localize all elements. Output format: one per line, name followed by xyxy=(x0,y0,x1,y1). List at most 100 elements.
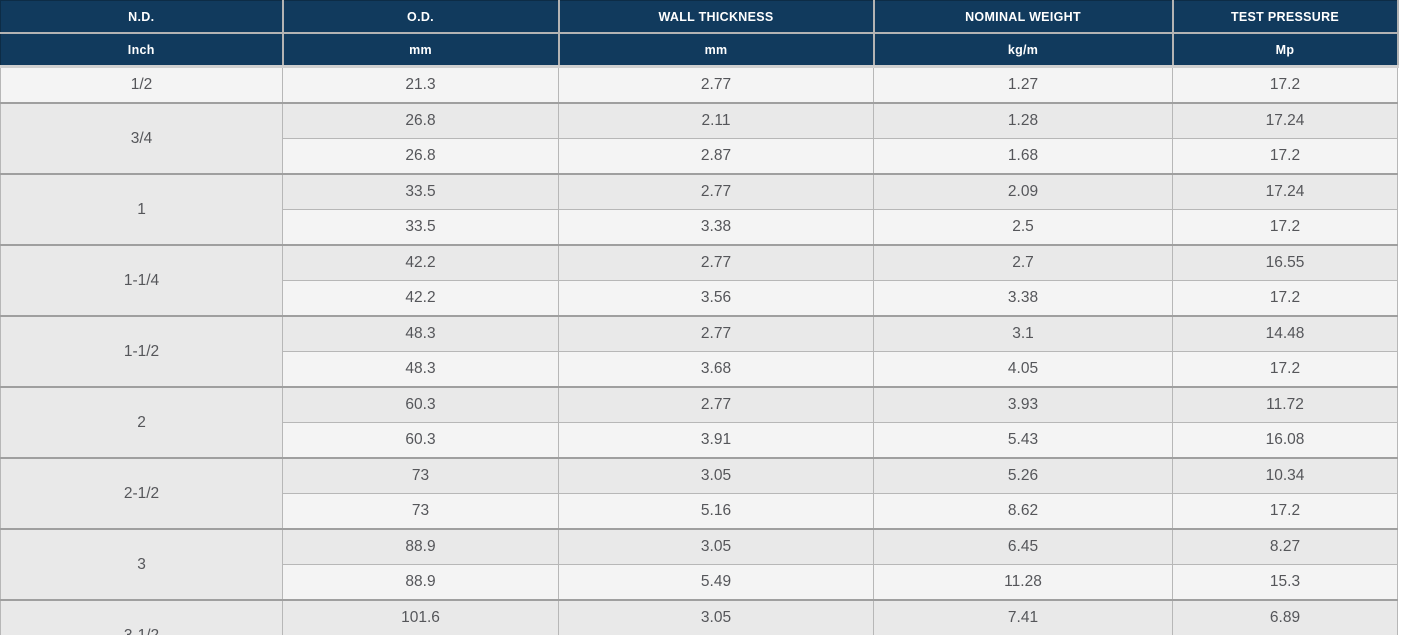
data-cell: 5.26 xyxy=(873,457,1173,494)
table-row: 1-1/4 42.2 2.77 2.7 16.55 xyxy=(0,244,1398,317)
table-row: 48.3 3.68 4.05 17.2 xyxy=(1,351,1398,388)
table-row: 1 33.5 2.77 2.09 17.24 xyxy=(0,173,1398,246)
nd-cell: 1-1/2 xyxy=(0,315,283,388)
data-cell: 7.41 xyxy=(873,599,1173,635)
table-row: 1/2 21.3 2.77 1.27 17.2 xyxy=(0,66,1398,104)
data-cell: 1.28 xyxy=(873,102,1173,139)
data-cell: 5.49 xyxy=(558,564,874,601)
data-cell: 17.24 xyxy=(1172,102,1398,139)
data-cell: 17.24 xyxy=(1172,173,1398,210)
data-cell: 5.43 xyxy=(873,422,1173,459)
nd-cell: 1 xyxy=(0,173,283,246)
data-cell: 2.77 xyxy=(558,173,874,210)
column-header-wall-thickness: WALL THICKNESS xyxy=(557,0,875,34)
data-cell: 2.09 xyxy=(873,173,1173,210)
data-cell: 3.38 xyxy=(558,209,874,246)
data-cell: 3.91 xyxy=(558,422,874,459)
column-header-od: O.D. xyxy=(281,0,560,34)
table-row: 73 5.16 8.62 17.2 xyxy=(1,493,1398,530)
data-cell: 2.77 xyxy=(558,66,874,104)
column-header-test-pressure-unit: Mp xyxy=(1171,32,1399,68)
data-cell: 60.3 xyxy=(282,386,559,423)
data-cell: 2.11 xyxy=(558,102,874,139)
data-cell: 3.05 xyxy=(558,599,874,635)
column-header-nominal-weight-unit: kg/m xyxy=(872,32,1174,68)
data-cell: 3.38 xyxy=(873,280,1173,317)
data-cell: 14.48 xyxy=(1172,315,1398,352)
table-row: 26.8 2.87 1.68 17.2 xyxy=(1,138,1398,175)
data-cell: 42.2 xyxy=(282,244,559,281)
data-cell: 73 xyxy=(282,457,559,494)
data-cell: 15.3 xyxy=(1172,564,1398,601)
data-cell: 17.2 xyxy=(1172,138,1398,175)
data-cell: 17.2 xyxy=(1172,351,1398,388)
column-header-nd-unit: Inch xyxy=(0,32,284,68)
column-header-nd: N.D. xyxy=(0,0,284,34)
data-cell: 16.55 xyxy=(1172,244,1398,281)
data-cell: 11.28 xyxy=(873,564,1173,601)
data-cell: 2.77 xyxy=(558,315,874,352)
data-cell: 33.5 xyxy=(282,209,559,246)
data-cell: 2.77 xyxy=(558,386,874,423)
nd-cell: 2 xyxy=(0,386,283,459)
data-cell: 88.9 xyxy=(282,564,559,601)
nd-cell: 3-1/2 xyxy=(0,599,283,635)
data-cell: 26.8 xyxy=(282,102,559,139)
column-header-od-unit: mm xyxy=(281,32,560,68)
data-cell: 11.72 xyxy=(1172,386,1398,423)
data-cell: 42.2 xyxy=(282,280,559,317)
data-cell: 17.2 xyxy=(1172,209,1398,246)
data-cell: 3.1 xyxy=(873,315,1173,352)
table-row: 3 88.9 3.05 6.45 8.27 xyxy=(0,528,1398,601)
table-row: 3-1/2 101.6 3.05 7.41 6.89 xyxy=(0,599,1398,635)
column-header-wall-thickness-unit: mm xyxy=(557,32,875,68)
data-cell: 8.27 xyxy=(1172,528,1398,565)
data-cell: 88.9 xyxy=(282,528,559,565)
data-cell: 1.68 xyxy=(873,138,1173,175)
data-cell: 26.8 xyxy=(282,138,559,175)
header-labels-row: N.D. O.D. WALL THICKNESS NOMINAL WEIGHT TEST… xyxy=(0,0,1399,34)
table-row: 2 60.3 2.77 3.93 11.72 xyxy=(0,386,1398,459)
data-cell: 3.93 xyxy=(873,386,1173,423)
data-cell: 17.2 xyxy=(1172,493,1398,530)
nd-cell: 3 xyxy=(0,528,283,601)
table-row: 2-1/2 73 3.05 5.26 10.34 xyxy=(0,457,1398,530)
nd-cell: 2-1/2 xyxy=(0,457,283,530)
data-cell: 4.05 xyxy=(873,351,1173,388)
column-header-nominal-weight: NOMINAL WEIGHT xyxy=(872,0,1174,34)
header-units-row: Inch mm mm kg/m Mp xyxy=(0,32,1399,68)
nd-cell: 1/2 xyxy=(0,66,283,104)
data-cell: 2.7 xyxy=(873,244,1173,281)
data-cell: 2.87 xyxy=(558,138,874,175)
data-cell: 5.16 xyxy=(558,493,874,530)
table-row: 88.9 5.49 11.28 15.3 xyxy=(1,564,1398,601)
data-cell: 33.5 xyxy=(282,173,559,210)
data-cell: 8.62 xyxy=(873,493,1173,530)
data-cell: 6.89 xyxy=(1172,599,1398,635)
table-row: 1-1/2 48.3 2.77 3.1 14.48 xyxy=(0,315,1398,388)
data-cell: 16.08 xyxy=(1172,422,1398,459)
data-cell: 17.2 xyxy=(1172,66,1398,104)
data-cell: 3.56 xyxy=(558,280,874,317)
nd-cell: 1-1/4 xyxy=(0,244,283,317)
data-cell: 3.68 xyxy=(558,351,874,388)
table-row: 60.3 3.91 5.43 16.08 xyxy=(1,422,1398,459)
data-cell: 2.5 xyxy=(873,209,1173,246)
table-row: 33.5 3.38 2.5 17.2 xyxy=(1,209,1398,246)
data-cell: 21.3 xyxy=(282,66,559,104)
data-cell: 1.27 xyxy=(873,66,1173,104)
data-cell: 48.3 xyxy=(282,351,559,388)
data-cell: 101.6 xyxy=(282,599,559,635)
table-header: N.D. O.D. WALL THICKNESS NOMINAL WEIGHT TEST… xyxy=(0,0,1399,68)
nd-cell: 3/4 xyxy=(0,102,283,175)
table-row: 42.2 3.56 3.38 17.2 xyxy=(1,280,1398,317)
data-cell: 17.2 xyxy=(1172,280,1398,317)
data-cell: 3.05 xyxy=(558,528,874,565)
data-cell: 10.34 xyxy=(1172,457,1398,494)
table-row: 3/4 26.8 2.11 1.28 17.24 xyxy=(0,102,1398,175)
data-cell: 48.3 xyxy=(282,315,559,352)
table-body: 1/2 21.3 2.77 1.27 17.2 3/4 26.8 2.11 1.28 17.24 2… xyxy=(0,66,1398,635)
data-cell: 60.3 xyxy=(282,422,559,459)
data-cell: 2.77 xyxy=(558,244,874,281)
